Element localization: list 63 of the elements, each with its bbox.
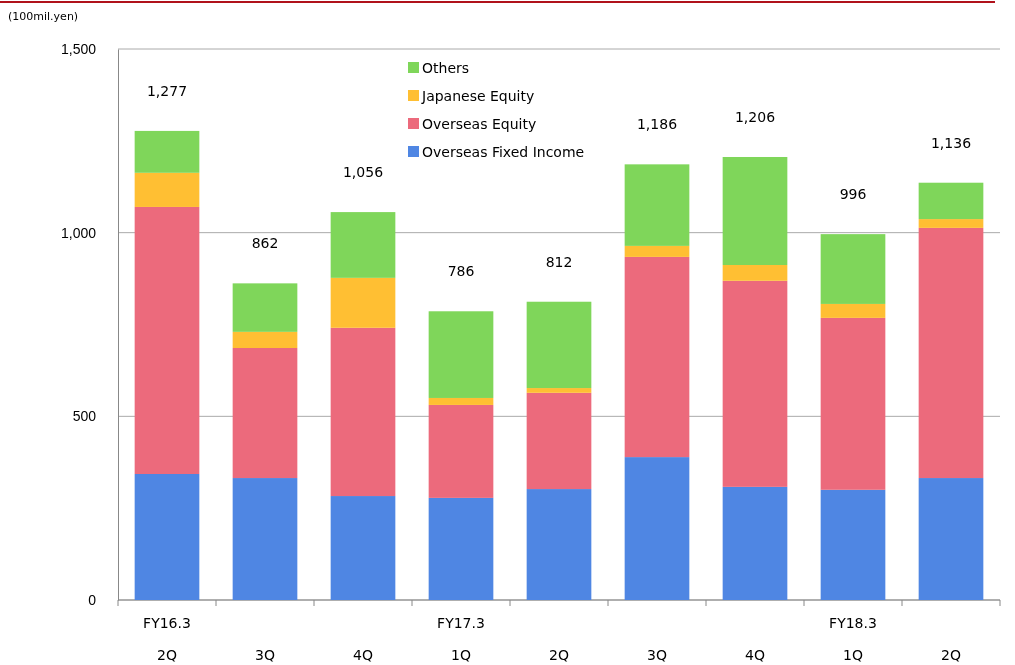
bar	[918, 182, 984, 220]
bar	[918, 219, 984, 228]
bar	[624, 164, 690, 246]
legend-label: Japanese Equity	[421, 88, 535, 104]
bar	[624, 245, 690, 257]
bar	[134, 474, 200, 600]
x-tick-label: 4Q	[353, 647, 373, 663]
bar	[722, 157, 788, 265]
y-axis-title: (100mil.yen)	[8, 10, 79, 23]
x-tick-label: 3Q	[647, 647, 667, 663]
bar	[526, 301, 592, 389]
bar	[722, 486, 788, 600]
x-tick-label: 2Q	[549, 647, 569, 663]
bar	[722, 264, 788, 281]
bar	[722, 280, 788, 487]
bar	[232, 348, 298, 479]
bar	[330, 327, 396, 497]
total-label: 1,186	[636, 116, 678, 133]
bar	[624, 256, 690, 458]
bar	[526, 489, 592, 600]
bar	[428, 397, 494, 405]
bar	[134, 206, 200, 474]
x-tick-label: FY16.3 2Q	[143, 615, 191, 663]
total-label: 996	[839, 186, 867, 203]
bar	[820, 489, 886, 600]
bar	[428, 404, 494, 498]
x-tick-label: 2Q	[941, 647, 961, 663]
legend-label: Others	[422, 60, 470, 76]
total-label: 862	[251, 235, 279, 252]
x-tick-label: 4Q	[745, 647, 765, 663]
bar	[428, 497, 494, 600]
y-tick-label: 1,500	[60, 40, 97, 57]
x-tick-label: FY18.3 1Q	[829, 615, 877, 663]
bar	[232, 331, 298, 349]
bar	[918, 227, 984, 479]
bar	[134, 172, 200, 207]
bar	[918, 478, 984, 600]
bar	[624, 457, 690, 600]
total-label: 812	[545, 253, 573, 270]
total-label: 1,206	[734, 109, 776, 125]
bar	[330, 496, 396, 600]
y-tick-label: 1,000	[60, 224, 97, 241]
bar	[232, 478, 298, 600]
bar	[820, 234, 886, 304]
y-tick-label: 500	[72, 408, 97, 425]
x-tick-label: FY17.3 1Q	[437, 615, 485, 663]
legend-label: Overseas Fixed Income	[422, 144, 585, 160]
y-tick-label: 0	[88, 591, 97, 608]
bar	[820, 317, 886, 490]
bar	[526, 392, 592, 490]
total-label: 1,277	[146, 82, 188, 99]
bar	[526, 388, 592, 393]
total-label: 786	[447, 263, 475, 280]
total-label: 1,136	[930, 134, 972, 151]
bar	[330, 277, 396, 328]
bar	[330, 212, 396, 278]
bar	[134, 130, 200, 173]
bar	[232, 283, 298, 332]
bar	[820, 303, 886, 318]
total-label: 1,056	[342, 164, 384, 181]
bar	[428, 311, 494, 398]
x-tick-label: 3Q	[255, 647, 275, 663]
legend-label: Overseas Equity	[422, 116, 537, 132]
